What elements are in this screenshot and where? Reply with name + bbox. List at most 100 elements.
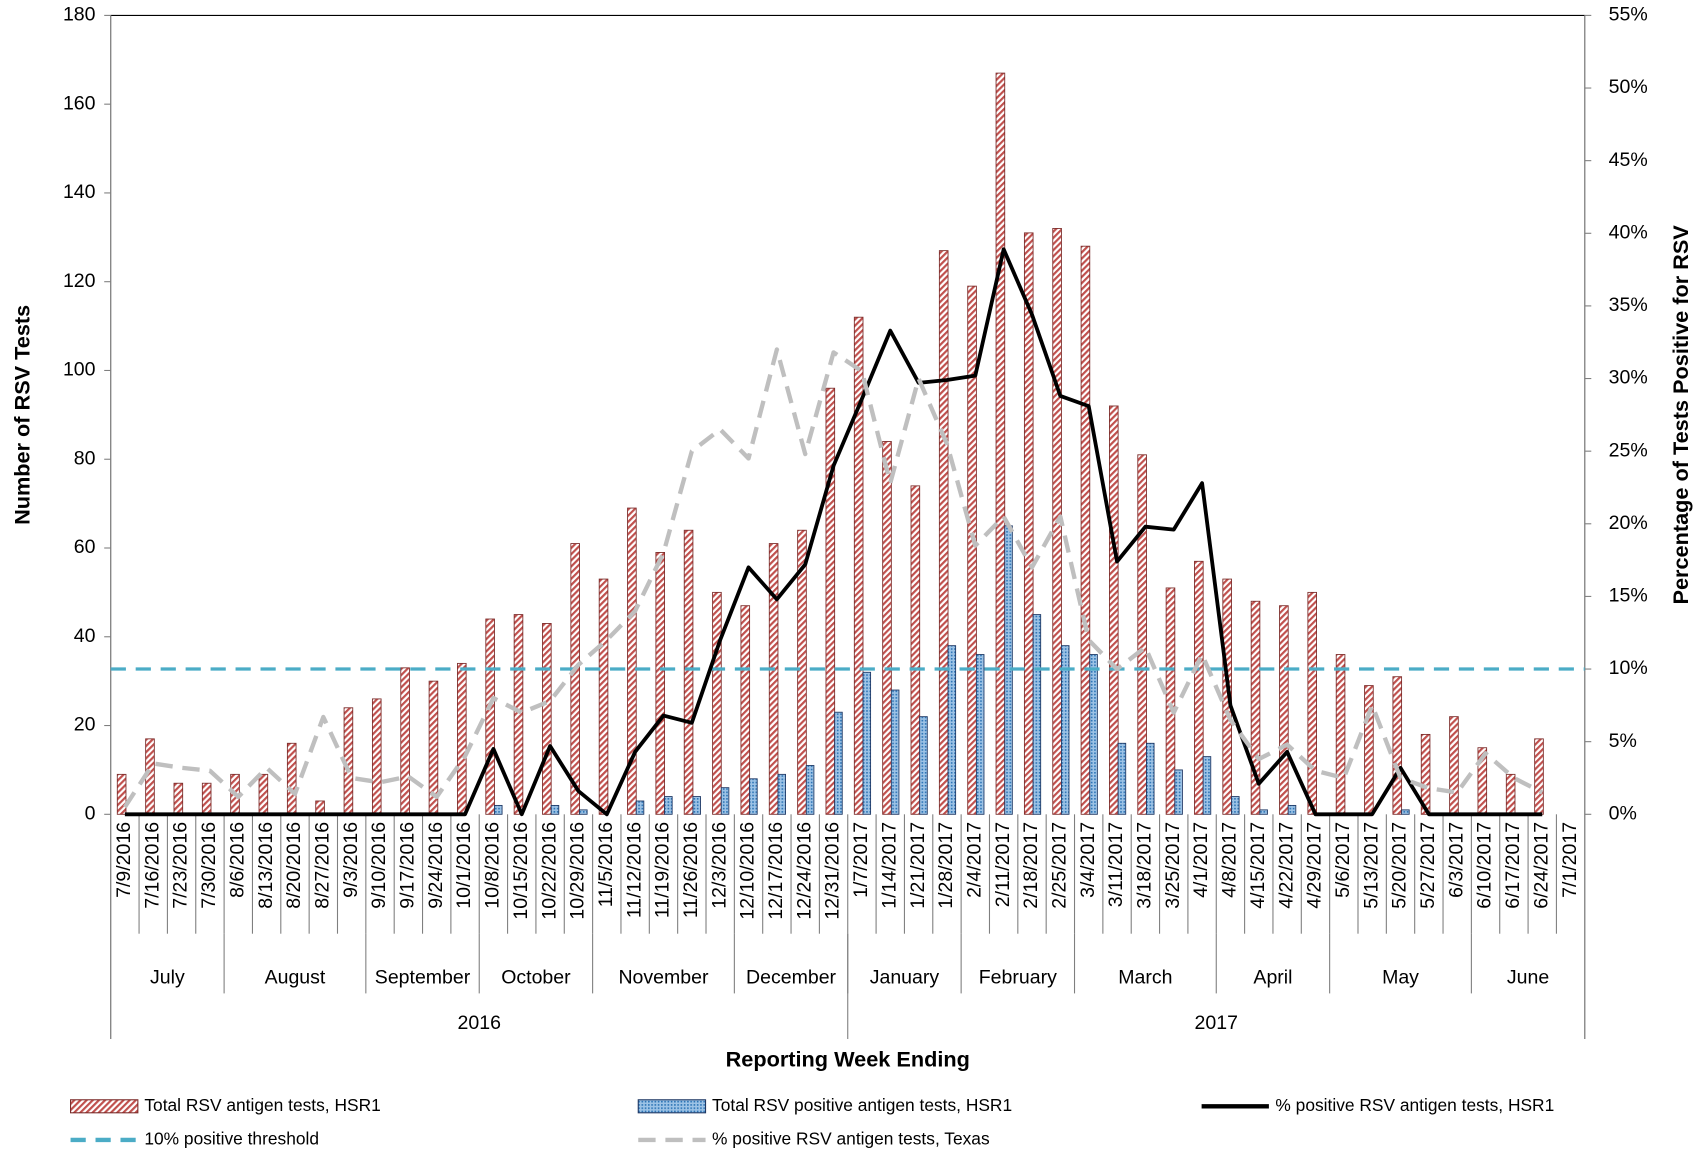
x-tick-label: 1/14/2017 bbox=[878, 822, 900, 909]
x-tick-label: 10/29/2016 bbox=[567, 822, 589, 920]
bar bbox=[1023, 232, 1034, 815]
bar bbox=[494, 804, 503, 815]
x-tick-label: 6/24/2017 bbox=[1530, 822, 1552, 909]
x-tick-label: 2/11/2017 bbox=[992, 822, 1014, 907]
bar bbox=[768, 543, 779, 815]
bar bbox=[1505, 773, 1516, 815]
bar bbox=[862, 671, 872, 815]
month-label: April bbox=[1253, 966, 1292, 988]
y-tick-label: 60 bbox=[74, 536, 96, 558]
legend-swatch bbox=[637, 1099, 707, 1114]
year-label: 2016 bbox=[458, 1012, 501, 1034]
x-tick-label: 8/27/2016 bbox=[311, 822, 333, 909]
month-label: January bbox=[870, 966, 940, 988]
bar bbox=[720, 787, 730, 815]
bar bbox=[1032, 614, 1042, 815]
bar bbox=[1137, 454, 1147, 815]
bar bbox=[542, 623, 552, 815]
x-tick-label: 3/11/2017 bbox=[1105, 822, 1127, 907]
legend-label: Total RSV antigen tests, HSR1 bbox=[144, 1095, 380, 1115]
bar bbox=[1307, 591, 1317, 815]
x-tick-label: 10/22/2016 bbox=[538, 822, 560, 920]
bar bbox=[627, 507, 637, 815]
bar bbox=[1287, 804, 1297, 815]
bar bbox=[834, 711, 843, 815]
y2-tick-label: 40% bbox=[1609, 221, 1648, 243]
bar bbox=[1080, 245, 1091, 815]
bar bbox=[995, 72, 1006, 815]
x-tick-label: 12/31/2016 bbox=[822, 822, 844, 920]
x-axis-title: Reporting Week Ending bbox=[726, 1046, 970, 1071]
bar bbox=[1202, 756, 1212, 815]
y2-tick-label: 55% bbox=[1609, 4, 1648, 26]
y-tick-label: 20 bbox=[74, 714, 96, 736]
bar bbox=[1534, 738, 1544, 815]
y2-tick-label: 25% bbox=[1609, 439, 1648, 461]
bar bbox=[664, 796, 673, 815]
x-tick-label: 10/8/2016 bbox=[482, 822, 504, 909]
y-tick-label: 160 bbox=[63, 92, 96, 114]
x-tick-label: 11/5/2016 bbox=[595, 822, 617, 907]
bar bbox=[777, 773, 786, 815]
x-tick-label: 12/17/2016 bbox=[765, 822, 787, 920]
y-tick-label: 180 bbox=[63, 4, 96, 26]
series-line bbox=[123, 347, 1544, 809]
x-tick-label: 3/18/2017 bbox=[1134, 822, 1156, 909]
month-label: May bbox=[1382, 966, 1419, 988]
bar bbox=[740, 605, 751, 815]
bar bbox=[938, 250, 949, 815]
bar bbox=[570, 543, 580, 815]
bar bbox=[201, 782, 212, 815]
bar bbox=[890, 689, 900, 815]
bar bbox=[805, 765, 815, 815]
bar bbox=[635, 800, 645, 815]
x-tick-label: 9/3/2016 bbox=[340, 822, 362, 898]
y2-tick-label: 50% bbox=[1609, 76, 1648, 98]
x-tick-label: 12/3/2016 bbox=[708, 822, 730, 909]
x-tick-label: 3/4/2017 bbox=[1077, 822, 1099, 898]
x-tick-label: 5/6/2017 bbox=[1332, 822, 1354, 898]
x-tick-label: 6/10/2017 bbox=[1474, 822, 1496, 909]
y2-tick-label: 20% bbox=[1609, 512, 1648, 534]
bar bbox=[457, 662, 467, 815]
y-tick-label: 0 bbox=[85, 802, 96, 824]
month-label: June bbox=[1507, 966, 1549, 988]
bar bbox=[1279, 605, 1289, 815]
x-tick-label: 4/22/2017 bbox=[1275, 822, 1297, 909]
month-label: July bbox=[150, 966, 185, 988]
bar bbox=[853, 316, 864, 815]
x-tick-label: 9/17/2016 bbox=[397, 822, 419, 909]
x-tick-label: 4/1/2017 bbox=[1190, 822, 1212, 898]
bar bbox=[919, 716, 928, 815]
month-label: March bbox=[1118, 966, 1172, 988]
bar bbox=[598, 578, 609, 815]
x-tick-label: 8/6/2016 bbox=[226, 822, 248, 898]
bar bbox=[1335, 654, 1346, 815]
bar bbox=[1231, 796, 1240, 815]
y-tick-label: 140 bbox=[63, 181, 96, 203]
bar bbox=[173, 782, 184, 815]
legend-label: % positive RSV antigen tests, Texas bbox=[712, 1129, 990, 1149]
x-tick-label: 11/12/2016 bbox=[623, 822, 645, 918]
x-tick-label: 8/13/2016 bbox=[255, 822, 277, 909]
x-tick-label: 2/18/2017 bbox=[1020, 822, 1042, 909]
y2-tick-label: 45% bbox=[1609, 149, 1648, 171]
x-tick-label: 9/10/2016 bbox=[368, 822, 390, 909]
x-tick-label: 4/15/2017 bbox=[1247, 822, 1269, 909]
bar bbox=[1250, 600, 1261, 815]
x-tick-label: 12/10/2016 bbox=[737, 822, 759, 920]
month-label: September bbox=[375, 966, 471, 988]
bar bbox=[579, 809, 588, 815]
bar bbox=[1060, 645, 1070, 815]
month-label: December bbox=[746, 966, 837, 988]
bar bbox=[513, 614, 524, 815]
y-tick-label: 120 bbox=[63, 270, 96, 292]
month-label: February bbox=[979, 966, 1057, 988]
bar bbox=[315, 800, 325, 815]
bar bbox=[1392, 676, 1403, 815]
bar bbox=[683, 529, 694, 815]
bar bbox=[1449, 716, 1459, 815]
x-tick-label: 1/7/2017 bbox=[850, 822, 872, 898]
y-tick-label: 40 bbox=[74, 625, 96, 647]
x-tick-label: 2/4/2017 bbox=[963, 822, 985, 898]
